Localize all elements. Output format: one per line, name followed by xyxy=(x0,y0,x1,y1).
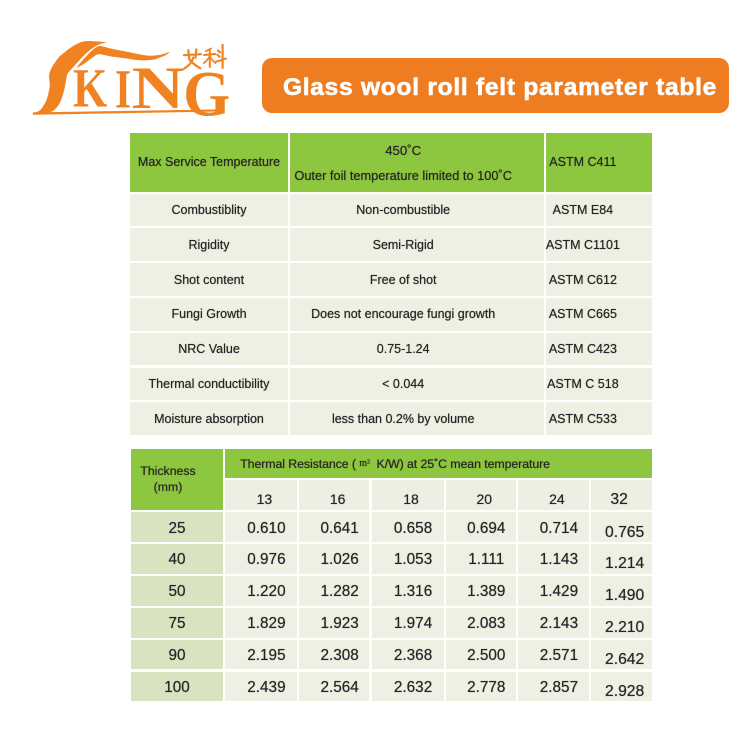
svg-text:N: N xyxy=(132,55,185,121)
svg-text:I: I xyxy=(115,59,131,120)
svg-text:K: K xyxy=(73,58,107,119)
